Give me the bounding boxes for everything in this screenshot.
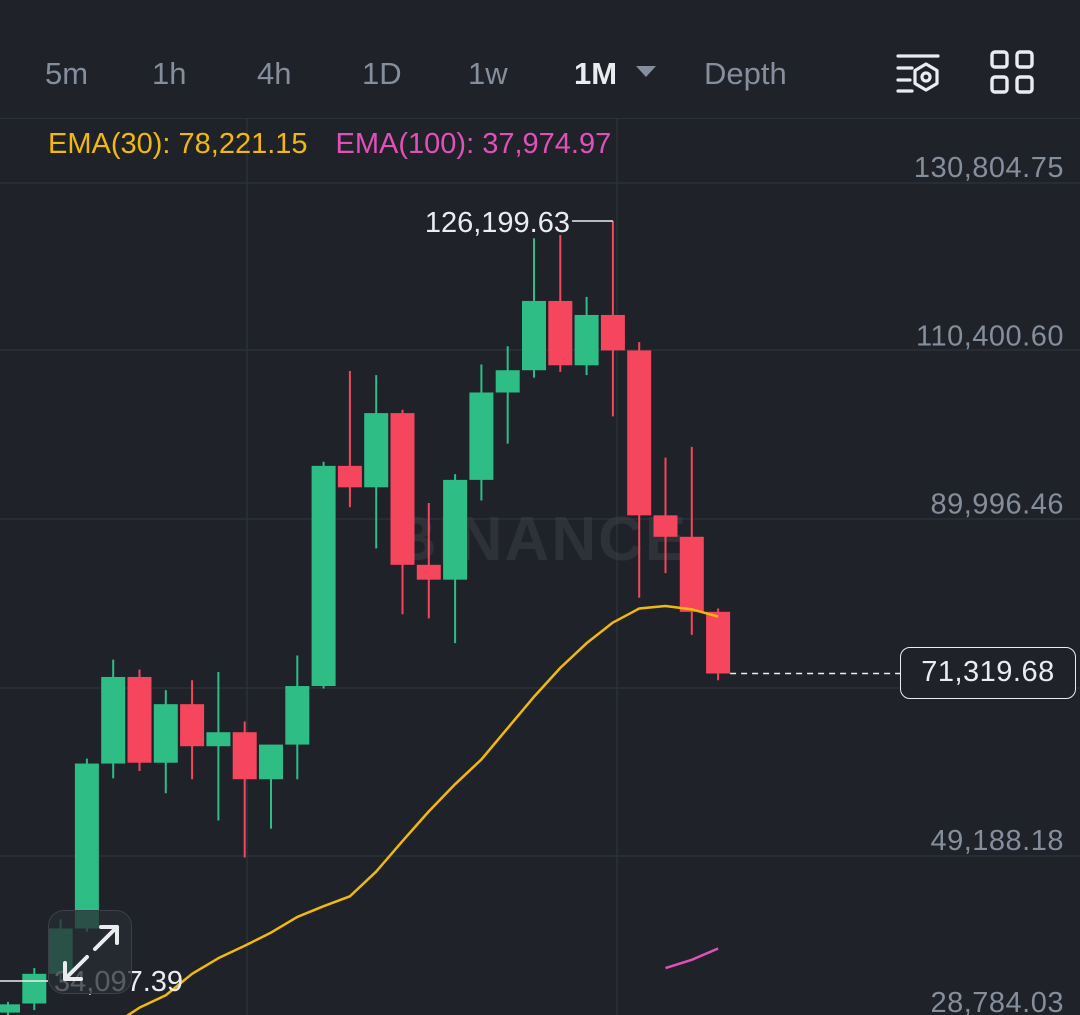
ema30-line [126, 604, 719, 1015]
y-axis-tick-label: 130,804.75 [914, 152, 1064, 184]
ema100-label: EMA(100): 37,974.97 [335, 128, 612, 160]
candle-down [627, 350, 652, 516]
ema30-label: EMA(30): 78,221.15 [48, 128, 308, 160]
ema100-line [665, 947, 719, 970]
candle-up [443, 479, 468, 580]
tab-1d[interactable]: 1D [362, 56, 402, 91]
candle-up [0, 1004, 20, 1013]
grid-layout-icon[interactable] [988, 48, 1036, 96]
candle-up [153, 704, 178, 763]
candle-up [206, 732, 231, 747]
candle-up [259, 744, 283, 780]
candle-up [285, 686, 310, 745]
chevron-down-icon[interactable] [636, 66, 656, 77]
tab-4h[interactable]: 4h [257, 56, 292, 91]
tab-1m[interactable]: 1M [574, 56, 618, 91]
candle-down [180, 704, 205, 747]
candle-up [574, 314, 599, 366]
candle-up [364, 413, 389, 488]
expand-icon [63, 925, 119, 981]
candle-up [522, 300, 546, 371]
candle-down [653, 515, 678, 537]
candle-up [22, 973, 47, 1004]
candle-down [548, 300, 573, 366]
candle-up [495, 370, 520, 393]
candle-up [74, 763, 99, 929]
candle-down [679, 536, 704, 612]
tab-5m[interactable]: 5m [45, 56, 89, 91]
tab-1h[interactable]: 1h [152, 56, 187, 91]
candle-down [232, 732, 257, 780]
tab-1w[interactable]: 1w [468, 56, 508, 91]
y-axis-tick-label: 49,188.18 [930, 825, 1064, 857]
y-axis-tick-label: 110,400.60 [916, 320, 1064, 352]
y-axis-tick-label: 28,784.03 [930, 987, 1064, 1015]
timeframe-toolbar: 5m 1h 4h 1D 1w 1M Depth [0, 0, 1080, 119]
candle-down [416, 564, 441, 580]
chart-settings-icon[interactable] [894, 48, 942, 96]
candle-up [469, 392, 494, 480]
watermark-text: BINANCE [392, 505, 688, 574]
high-marker-label: 126,199.63 [425, 207, 570, 239]
tab-depth[interactable]: Depth [704, 56, 787, 91]
y-axis-tick-label: 89,996.46 [930, 489, 1064, 521]
candle-down [127, 676, 152, 763]
candle-down [337, 465, 362, 488]
current-price-badge: 71,319.68 [900, 647, 1076, 699]
candle-up [311, 465, 336, 687]
candle-up [101, 676, 126, 764]
expand-chart-button[interactable] [48, 910, 132, 994]
candle-down [600, 314, 625, 351]
candle-down [390, 413, 415, 565]
indicator-legend: EMA(30): 78,221.15 EMA(100): 37,974.97 [48, 128, 611, 161]
candle-down [706, 611, 731, 674]
